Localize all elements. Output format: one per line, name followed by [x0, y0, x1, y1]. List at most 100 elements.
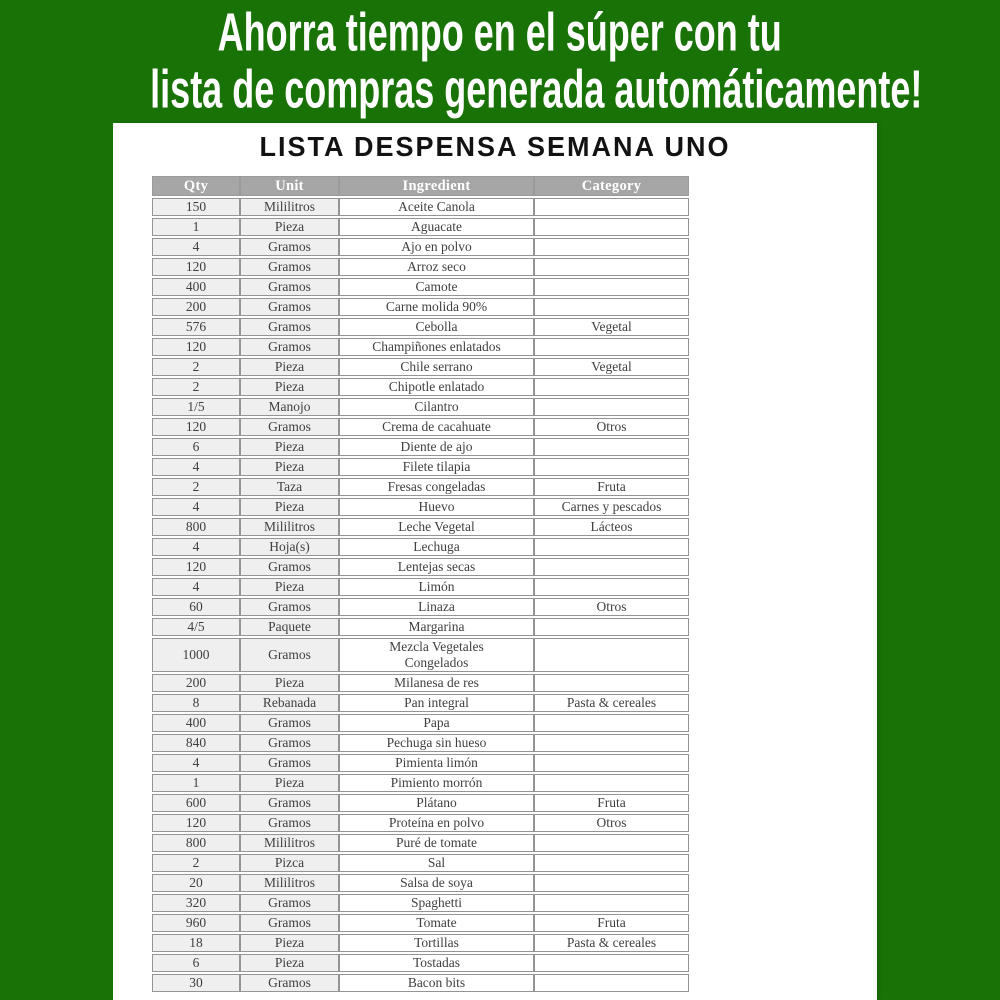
ingredient-cell: Lechuga	[339, 538, 534, 556]
table-row: 2 Taza Fresas congeladas Fruta	[152, 478, 689, 496]
table-row: 6 Pieza Tostadas	[152, 954, 689, 972]
category-cell	[534, 834, 689, 852]
table-row: 8 Rebanada Pan integral Pasta & cereales	[152, 694, 689, 712]
unit-cell: Hoja(s)	[240, 538, 339, 556]
qty-cell: 200	[152, 298, 240, 316]
ingredient-cell: Carne molida 90%	[339, 298, 534, 316]
qty-cell: 800	[152, 834, 240, 852]
unit-cell: Pieza	[240, 218, 339, 236]
ingredient-cell: Pechuga sin hueso	[339, 734, 534, 752]
category-cell	[534, 238, 689, 256]
category-cell	[534, 974, 689, 992]
table-row: 120 Gramos Lentejas secas	[152, 558, 689, 576]
qty-cell: 1	[152, 218, 240, 236]
column-header-qty: Qty	[152, 176, 240, 196]
ingredient-cell: Chile serrano	[339, 358, 534, 376]
unit-cell: Pieza	[240, 498, 339, 516]
ingredient-cell: Mezcla Vegetales Congelados	[339, 638, 534, 672]
ingredient-cell: Papa	[339, 714, 534, 732]
ingredient-cell: Linaza	[339, 598, 534, 616]
table-row: 800 Mililitros Puré de tomate	[152, 834, 689, 852]
table-row: 600 Gramos Plátano Fruta	[152, 794, 689, 812]
category-cell	[534, 558, 689, 576]
unit-cell: Gramos	[240, 974, 339, 992]
unit-cell: Gramos	[240, 318, 339, 336]
table-row: 20 Mililitros Salsa de soya	[152, 874, 689, 892]
promo-banner: Ahorra tiempo en el súper con tu lista d…	[0, 0, 1000, 123]
category-cell	[534, 298, 689, 316]
table-row: 4 Gramos Pimienta limón	[152, 754, 689, 772]
unit-cell: Manojo	[240, 398, 339, 416]
ingredient-cell: Pimiento morrón	[339, 774, 534, 792]
qty-cell: 1	[152, 774, 240, 792]
qty-cell: 120	[152, 814, 240, 832]
column-header-category: Category	[534, 176, 689, 196]
grocery-list-sheet: LISTA DESPENSA SEMANA UNO Qty Unit Ingre…	[113, 123, 877, 1000]
table-row: 1/5 Manojo Cilantro	[152, 398, 689, 416]
qty-cell: 320	[152, 894, 240, 912]
category-cell	[534, 734, 689, 752]
category-cell	[534, 774, 689, 792]
unit-cell: Pieza	[240, 578, 339, 596]
qty-cell: 1/5	[152, 398, 240, 416]
unit-cell: Mililitros	[240, 198, 339, 216]
qty-cell: 120	[152, 418, 240, 436]
qty-cell: 20	[152, 874, 240, 892]
table-row: 120 Gramos Champiñones enlatados	[152, 338, 689, 356]
category-cell	[534, 458, 689, 476]
ingredient-cell: Diente de ajo	[339, 438, 534, 456]
category-cell	[534, 578, 689, 596]
table-row: 60 Gramos Linaza Otros	[152, 598, 689, 616]
qty-cell: 400	[152, 278, 240, 296]
table-row: 120 Gramos Crema de cacahuate Otros	[152, 418, 689, 436]
qty-cell: 2	[152, 378, 240, 396]
category-cell	[534, 854, 689, 872]
ingredient-cell: Cilantro	[339, 398, 534, 416]
unit-cell: Taza	[240, 478, 339, 496]
ingredient-cell: Limón	[339, 578, 534, 596]
grocery-table: Qty Unit Ingredient Category 150 Mililitr…	[152, 174, 689, 994]
unit-cell: Pieza	[240, 774, 339, 792]
ingredient-cell: Plátano	[339, 794, 534, 812]
unit-cell: Gramos	[240, 794, 339, 812]
table-row: 120 Gramos Arroz seco	[152, 258, 689, 276]
qty-cell: 18	[152, 934, 240, 952]
unit-cell: Gramos	[240, 754, 339, 772]
banner-line-1: Ahorra tiempo en el súper con tu	[0, 2, 1000, 62]
qty-cell: 840	[152, 734, 240, 752]
ingredient-cell: Tostadas	[339, 954, 534, 972]
qty-cell: 2	[152, 358, 240, 376]
ingredient-cell: Aceite Canola	[339, 198, 534, 216]
unit-cell: Pieza	[240, 438, 339, 456]
table-row: 400 Gramos Papa	[152, 714, 689, 732]
category-cell: Lácteos	[534, 518, 689, 536]
unit-cell: Pizca	[240, 854, 339, 872]
unit-cell: Gramos	[240, 238, 339, 256]
table-row: 200 Gramos Carne molida 90%	[152, 298, 689, 316]
table-row: 2 Pizca Sal	[152, 854, 689, 872]
category-cell: Vegetal	[534, 318, 689, 336]
unit-cell: Gramos	[240, 814, 339, 832]
qty-cell: 8	[152, 694, 240, 712]
category-cell	[534, 538, 689, 556]
table-row: 960 Gramos Tomate Fruta	[152, 914, 689, 932]
category-cell: Otros	[534, 598, 689, 616]
ingredient-cell: Leche Vegetal	[339, 518, 534, 536]
table-row: 1 Pieza Pimiento morrón	[152, 774, 689, 792]
ingredient-cell: Bacon bits	[339, 974, 534, 992]
sheet-title: LISTA DESPENSA SEMANA UNO	[259, 131, 731, 163]
category-cell: Otros	[534, 418, 689, 436]
column-header-ingredient: Ingredient	[339, 176, 534, 196]
unit-cell: Mililitros	[240, 874, 339, 892]
category-cell: Otros	[534, 814, 689, 832]
ingredient-cell: Lentejas secas	[339, 558, 534, 576]
ingredient-cell: Chipotle enlatado	[339, 378, 534, 396]
table-row: 4 Hoja(s) Lechuga	[152, 538, 689, 556]
qty-cell: 4	[152, 538, 240, 556]
table-row: 120 Gramos Proteína en polvo Otros	[152, 814, 689, 832]
unit-cell: Gramos	[240, 558, 339, 576]
qty-cell: 960	[152, 914, 240, 932]
category-cell	[534, 398, 689, 416]
unit-cell: Gramos	[240, 418, 339, 436]
ingredient-cell: Milanesa de res	[339, 674, 534, 692]
